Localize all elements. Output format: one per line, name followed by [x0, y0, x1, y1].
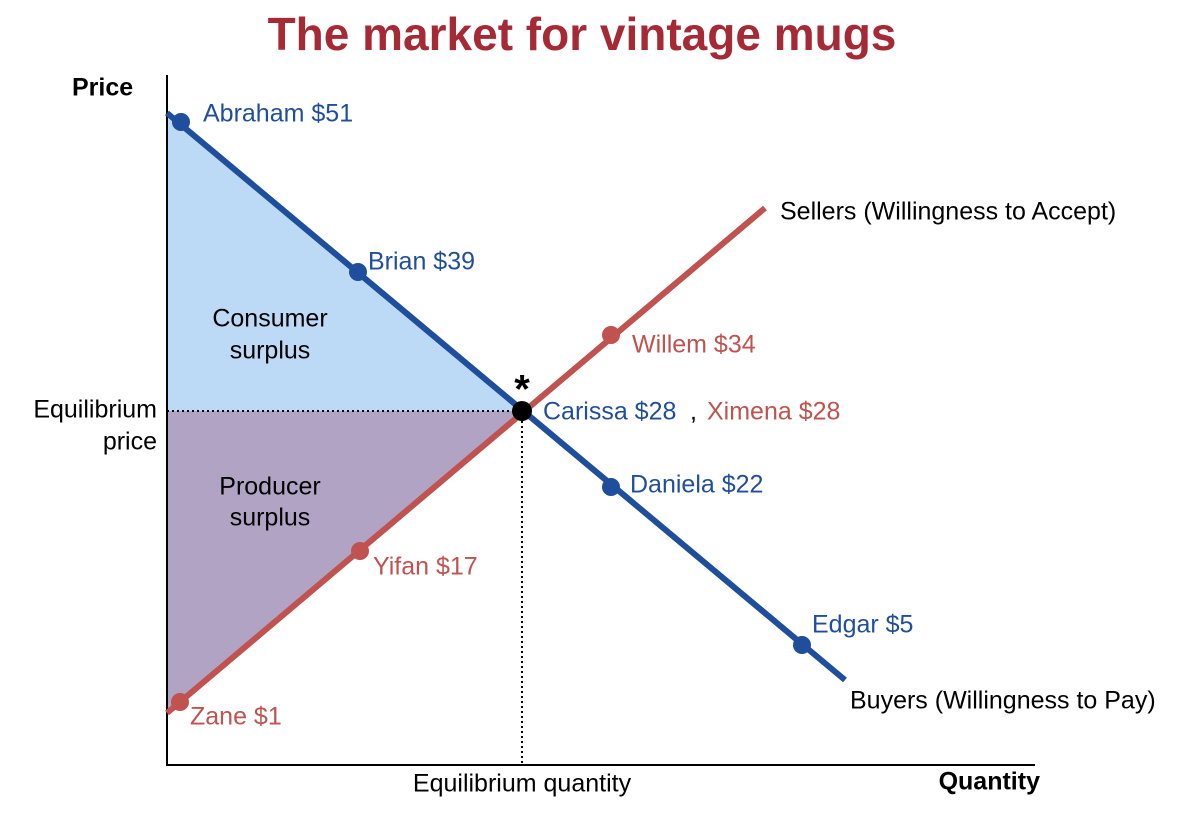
buyer-label: Daniela $22 — [630, 471, 763, 499]
person-dot — [171, 693, 189, 711]
producer-surplus-label: surplus — [230, 504, 311, 532]
demand-line — [165, 110, 847, 683]
person-dot — [602, 326, 620, 344]
title: The market for vintage mugs — [268, 8, 897, 60]
consumer-surplus-label: surplus — [230, 337, 311, 365]
separator: , — [690, 398, 697, 426]
buyer-label: Edgar $5 — [812, 611, 913, 639]
sellers-label: Sellers (Willingness to Accept) — [780, 198, 1116, 226]
buyers-label: Buyers (Willingness to Pay) — [850, 687, 1156, 715]
equilibrium-point — [512, 401, 532, 421]
supply-line — [165, 205, 767, 716]
person-dot — [349, 263, 367, 281]
person-dot — [793, 636, 811, 654]
buyer-label: Carissa $28 — [543, 398, 676, 426]
equilibrium-price-label: price — [103, 428, 157, 456]
consumer-surplus-label: Consumer — [212, 305, 327, 333]
buyer-label: Abraham $51 — [203, 100, 353, 128]
equilibrium-quantity-label: Equilibrium quantity — [413, 770, 632, 798]
person-dot — [602, 478, 620, 496]
person-dot — [351, 542, 369, 560]
equilibrium-marker: * — [514, 368, 530, 412]
person-dot — [172, 113, 190, 131]
seller-label: Willem $34 — [632, 331, 756, 359]
equilibrium-price-label: Equilibrium — [33, 396, 157, 424]
y-axis-label: Price — [72, 74, 133, 102]
seller-label: Yifan $17 — [373, 553, 478, 581]
buyer-label: Brian $39 — [368, 248, 475, 276]
x-axis-label: Quantity — [939, 768, 1040, 796]
producer-surplus-label: Producer — [219, 473, 320, 501]
seller-label: Ximena $28 — [707, 398, 840, 426]
seller-label: Zane $1 — [190, 703, 282, 731]
